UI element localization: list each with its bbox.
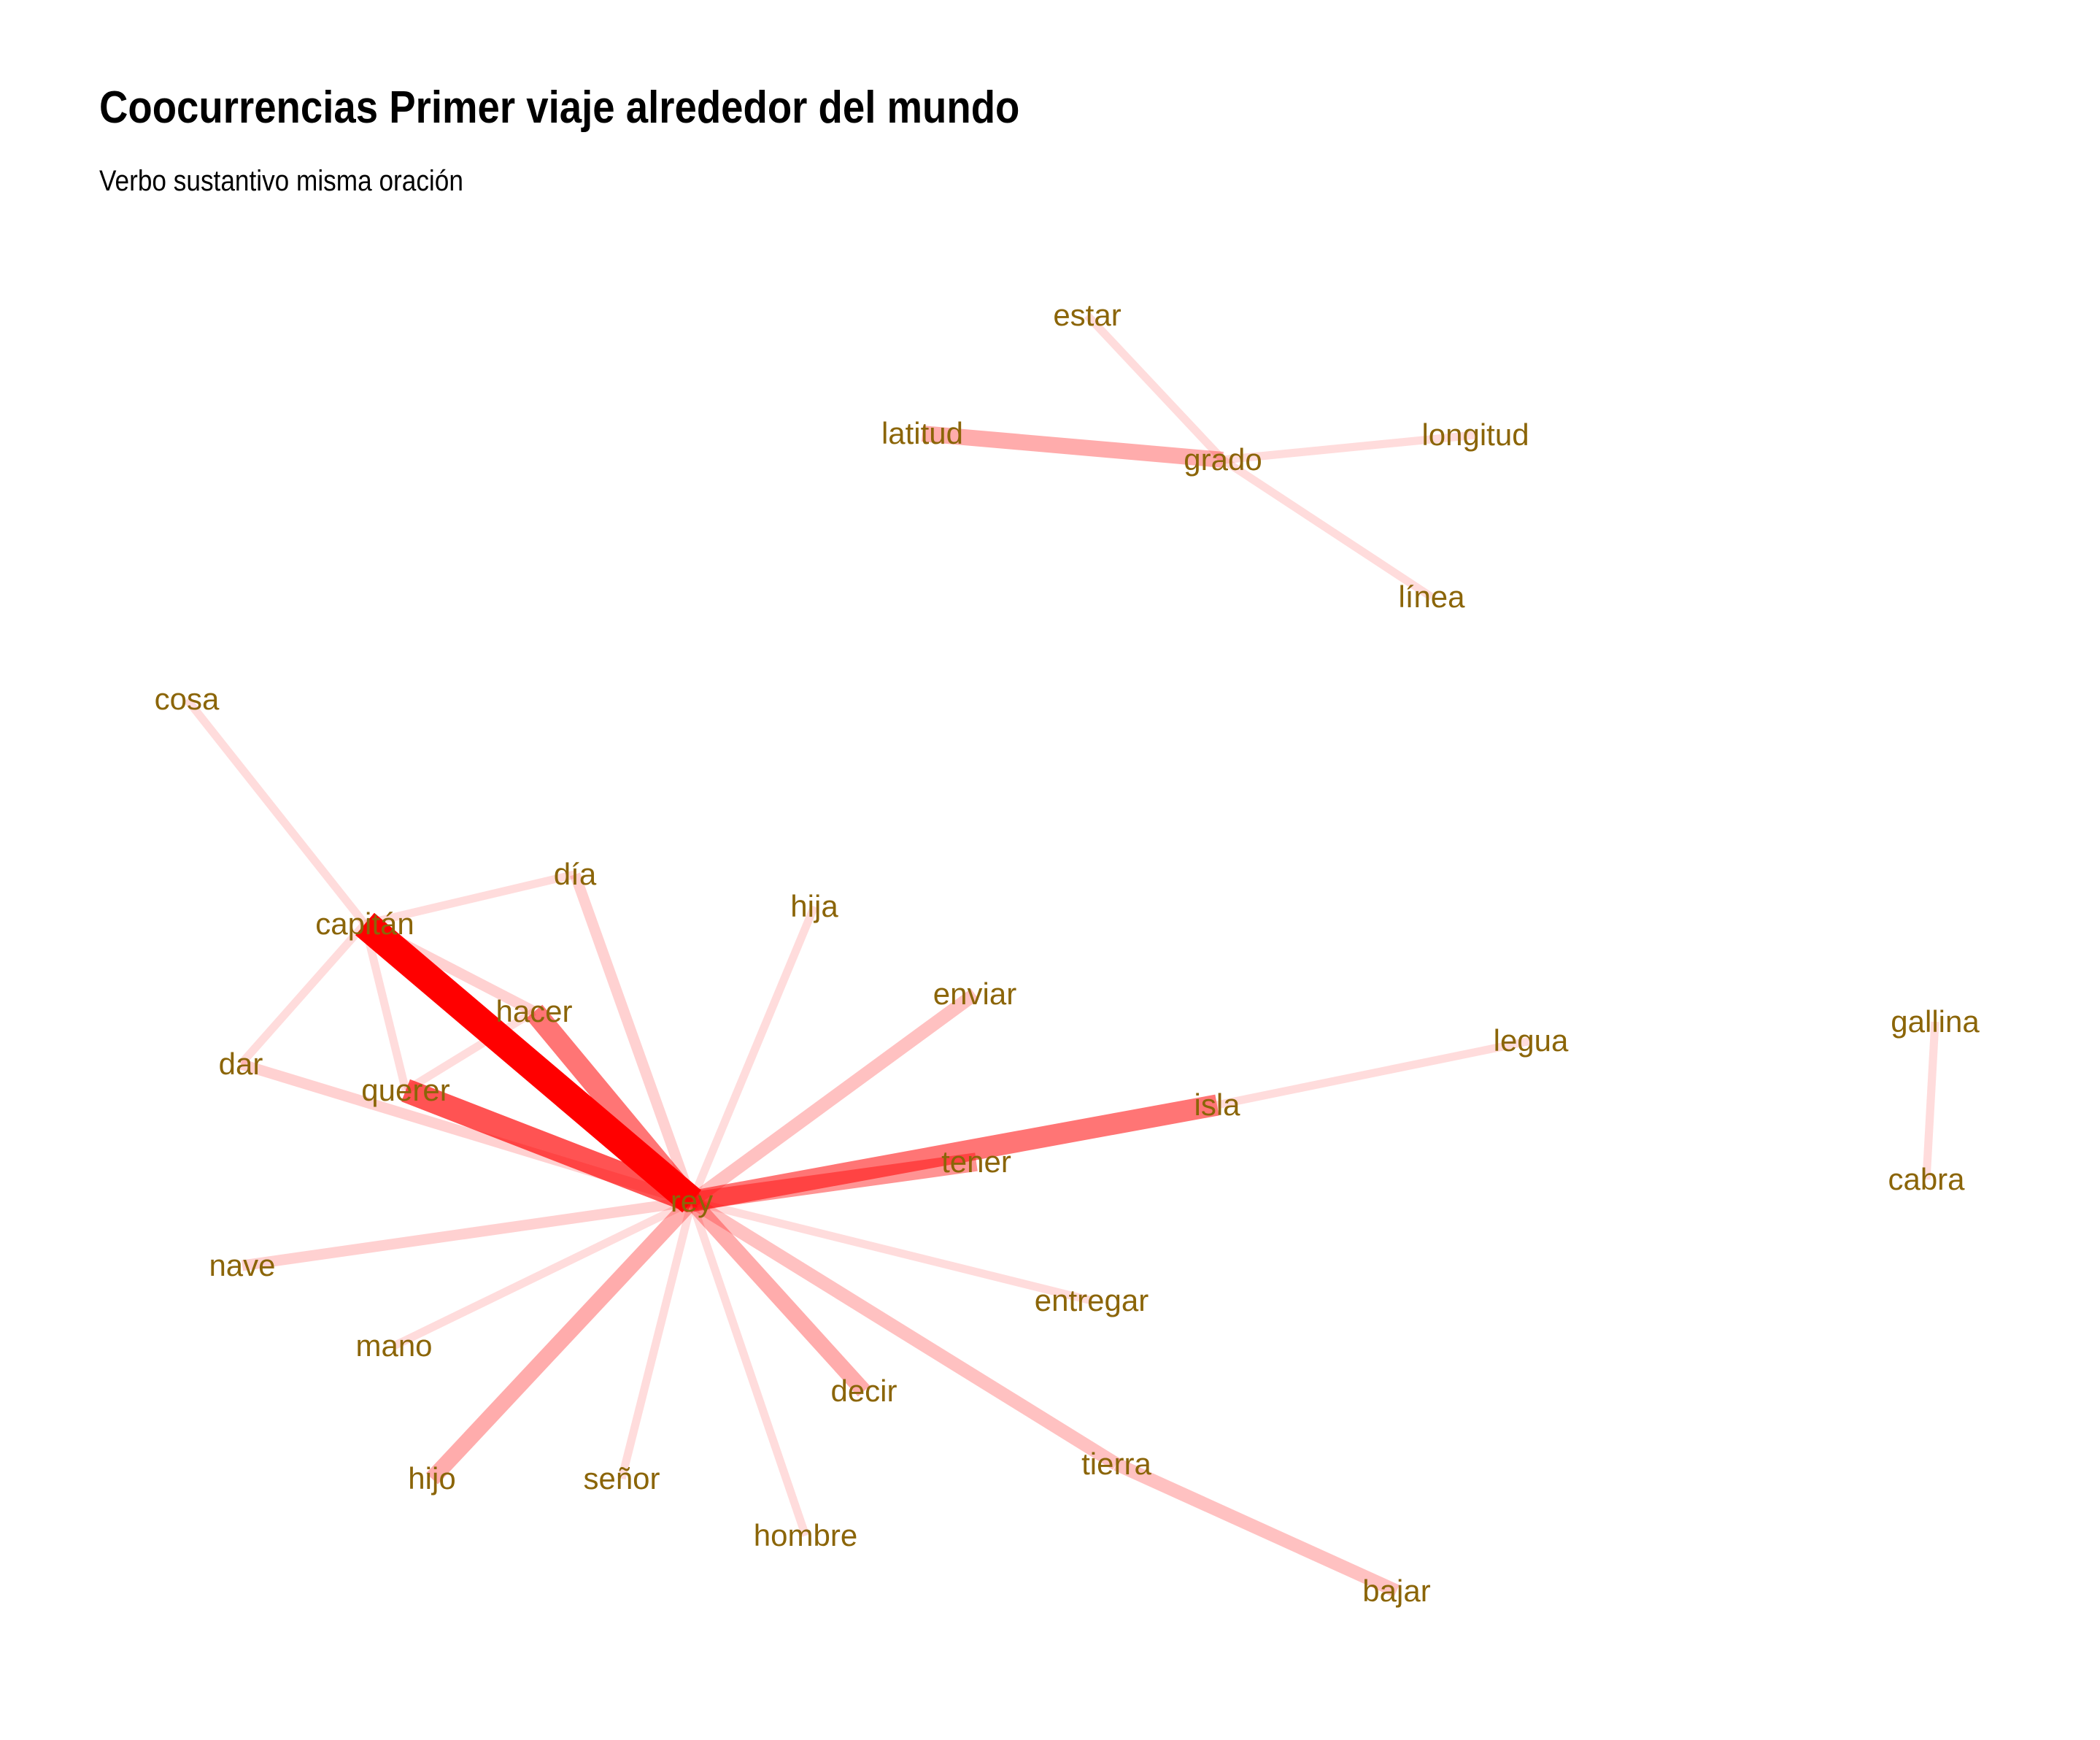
- node-label-estar: estar: [1053, 298, 1121, 332]
- edge-rey-nave: [241, 1196, 693, 1271]
- node-label-hijo: hijo: [408, 1461, 455, 1495]
- node-label-tierra: tierra: [1081, 1447, 1151, 1481]
- chart-title: Coocurrencias Primer viaje alrededor del…: [99, 82, 1020, 133]
- node-label-entregar: entregar: [1035, 1283, 1149, 1317]
- edge-grado-longitud: [1222, 431, 1476, 464]
- node-label-longitud: longitud: [1421, 417, 1529, 452]
- edge-hacer-querer: [404, 1008, 536, 1094]
- node-label-hombre: hombre: [754, 1518, 857, 1552]
- node-label-dar: dar: [219, 1047, 263, 1081]
- edge-rey-querer: [401, 1079, 696, 1213]
- node-label-hacer: hacer: [495, 994, 572, 1028]
- node-label-hija: hija: [790, 889, 838, 923]
- node-label-senor: señor: [583, 1461, 660, 1495]
- edge-rey-isla: [690, 1094, 1219, 1212]
- node-label-nave: nave: [209, 1248, 275, 1282]
- node-label-latitud: latitud: [881, 416, 963, 450]
- node-label-cosa: cosa: [155, 682, 220, 716]
- node-label-dia: día: [554, 857, 597, 891]
- edge-rey-mano: [392, 1197, 694, 1350]
- edge-grado-estar: [1084, 312, 1227, 463]
- node-label-mano: mano: [355, 1328, 432, 1363]
- node-label-gallina: gallina: [1891, 1004, 1980, 1039]
- edge-layer: [183, 312, 1939, 1598]
- node-label-bajar: bajar: [1362, 1574, 1430, 1608]
- edge-rey-enviar: [687, 988, 979, 1207]
- edge-rey-tener: [690, 1152, 978, 1211]
- edge-rey-dia: [570, 872, 697, 1204]
- node-label-enviar: enviar: [933, 977, 1016, 1011]
- edge-rey-hija: [687, 904, 819, 1204]
- node-label-cabra: cabra: [1888, 1162, 1965, 1196]
- edge-rey-hijo: [425, 1196, 698, 1485]
- node-label-querer: querer: [361, 1073, 449, 1107]
- edge-isla-legua: [1216, 1036, 1532, 1109]
- node-label-grado: grado: [1184, 442, 1262, 477]
- edge-tierra-bajar: [1113, 1458, 1400, 1598]
- node-label-legua: legua: [1494, 1023, 1569, 1058]
- edge-grado-linea: [1220, 456, 1435, 601]
- node-label-linea: línea: [1398, 580, 1465, 614]
- edge-rey-hombre: [687, 1200, 810, 1537]
- node-label-decir: decir: [830, 1374, 897, 1408]
- edge-capitan-querer: [360, 923, 410, 1092]
- edge-rey-decir: [685, 1196, 871, 1397]
- edge-capitan-hacer: [362, 919, 537, 1017]
- edge-capitan-cosa: [183, 696, 368, 927]
- edge-latitud-grado: [922, 426, 1224, 468]
- node-label-layer: estar latitud grado longitud línea cosa día cap…: [155, 298, 1980, 1608]
- chart-subtitle: Verbo sustantivo misma oración: [99, 165, 463, 197]
- node-label-tener: tener: [941, 1144, 1011, 1179]
- edge-rey-capitan: [355, 912, 701, 1213]
- edge-gallina-cabra: [1922, 1021, 1939, 1180]
- edge-rey-entregar: [690, 1197, 1093, 1305]
- node-label-isla: isla: [1194, 1088, 1240, 1122]
- edge-rey-hacer: [525, 1004, 700, 1209]
- edge-rey-tierra: [688, 1196, 1120, 1470]
- edge-rey-senor: [617, 1200, 696, 1480]
- node-label-rey: rey: [671, 1184, 713, 1218]
- node-label-capitan: capitán: [315, 906, 414, 941]
- edge-capitan-dar: [237, 921, 368, 1067]
- edge-capitan-dia: [363, 870, 576, 928]
- edge-rey-dar: [239, 1058, 694, 1207]
